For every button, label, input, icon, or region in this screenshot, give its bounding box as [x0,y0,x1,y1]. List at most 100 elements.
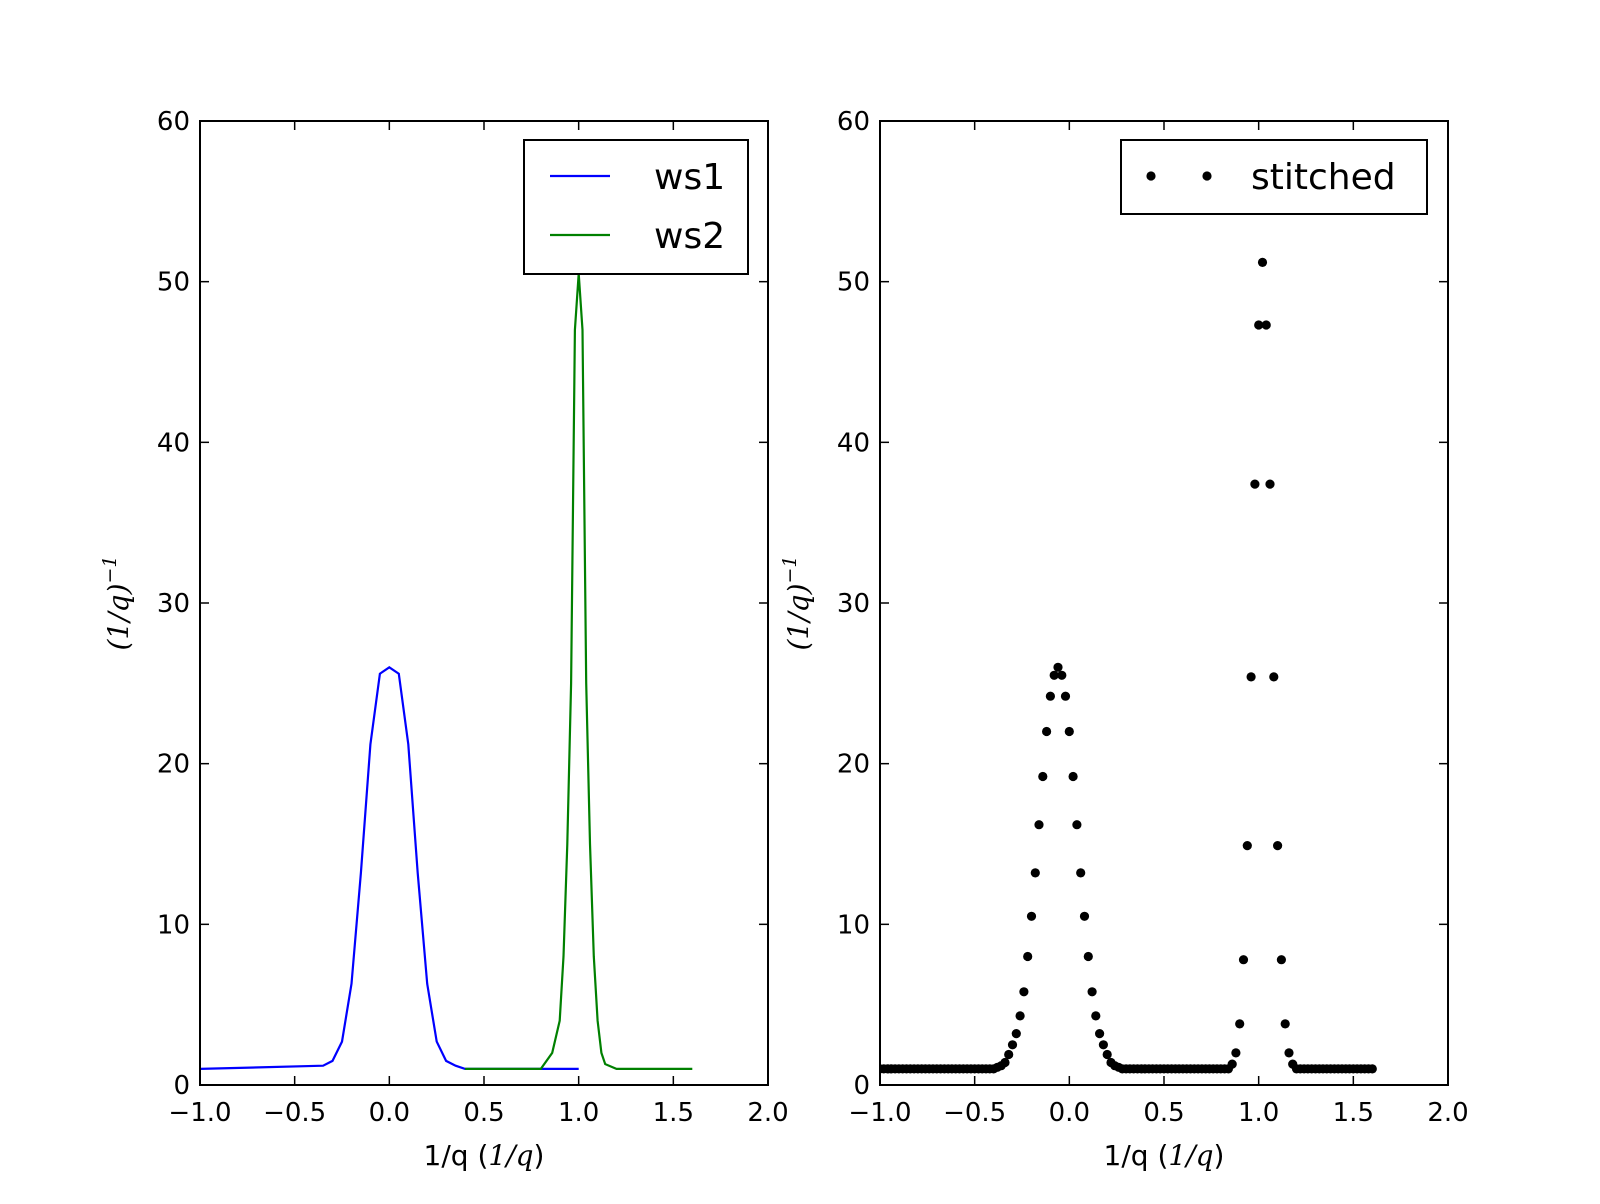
x-tick-label: −1.0 [168,1098,231,1128]
data-point [1098,1040,1108,1050]
data-point [1015,1011,1025,1021]
data-point [1083,951,1093,962]
plot-panel-1: −1.0 −0.5 0.0 0.5 1.0 1.5 2.0 0 10 20 30 40 50 60 1/q … [99,107,789,1172]
data-point [1231,1048,1241,1058]
y-axis-label-exponent: −1 [99,555,121,583]
y-tick-label: 40 [837,428,870,458]
data-point [1045,691,1055,701]
y-tick-label: 50 [837,268,870,298]
data-point [1102,1049,1112,1060]
data-point [1269,672,1279,682]
x-tick-label: 0.0 [1049,1098,1090,1128]
y-axis-label-base: (1/q) [782,583,815,650]
data-point [1064,726,1074,737]
data-point [1072,820,1082,830]
data-point [1079,911,1090,921]
x-tick-label: 0.5 [463,1098,504,1128]
data-point [1034,820,1044,830]
data-point [1227,1059,1237,1069]
legend-box [1120,139,1428,215]
legend-marker [1202,171,1212,181]
data-point [1280,1019,1290,1029]
x-tick-label: −1.0 [848,1098,911,1128]
data-point [1023,951,1033,962]
data-point [1004,1049,1014,1060]
data-point [1076,868,1086,878]
legend-label-ws2: ws2 [654,216,725,257]
y-axis-label-exponent: −1 [779,555,801,583]
y-tick-label: 10 [157,910,190,940]
data-point [1011,1029,1021,1039]
y-tick-label: 10 [837,910,870,940]
legend-label-ws1: ws1 [654,157,725,198]
data-point [1095,1029,1105,1039]
y-tick-label: 60 [157,107,190,137]
axes-frame [879,120,1449,1086]
data-area [880,257,1377,1074]
data-point [1060,691,1071,701]
series-line-ws2 [465,273,693,1071]
y-tick-label: 40 [157,428,190,458]
data-point [1091,1011,1101,1021]
data-point [1038,771,1048,782]
y-tick-label: 30 [837,589,870,619]
data-point [1042,726,1052,737]
data-point [1254,320,1264,330]
data-point [1250,479,1260,489]
data-point [1273,841,1283,851]
data-point [1087,987,1097,997]
y-axis-label: (1/q)−1 [779,555,815,650]
data-point [1276,955,1286,965]
legend-box [523,139,749,275]
data-point [1019,987,1029,997]
x-axis-label-unit: 1/q [1168,1139,1213,1172]
x-axis-label-text: 1/q ( [1104,1139,1169,1172]
y-axis-label-base: (1/q) [102,583,135,650]
legend: stitched [1120,139,1428,215]
y-tick-label: 60 [837,107,870,137]
data-point [1026,911,1037,921]
data-point [1246,672,1256,682]
data-point [1242,841,1252,851]
data-point [1049,670,1059,680]
x-axis-label-text: 1/q ( [424,1139,489,1172]
data-point [1265,479,1275,489]
x-tick-label: 1.0 [558,1098,599,1128]
data-point [1238,955,1249,965]
x-axis-label: 1/q (1/q) [1104,1139,1225,1172]
x-axis-label-unit: 1/q [488,1139,533,1172]
y-tick-label: 50 [157,268,190,298]
legend-marker [1146,171,1156,181]
y-tick-label: 0 [173,1071,190,1101]
x-tick-label: −0.5 [943,1098,1006,1128]
series-line-ws1 [200,665,579,1071]
y-tick-label: 30 [157,589,190,619]
data-point [1257,257,1268,267]
x-tick-label: 1.0 [1238,1098,1279,1128]
y-tick-label: 0 [853,1071,870,1101]
data-point [1053,662,1063,672]
y-tick-label: 20 [157,750,190,780]
x-tick-label: 1.5 [1333,1098,1374,1128]
x-tick-label: −0.5 [263,1098,326,1128]
data-point [1284,1048,1294,1058]
data-point [1261,320,1271,330]
legend-label-stitched: stitched [1251,157,1396,198]
data-point [1057,670,1067,680]
x-tick-label: 0.0 [369,1098,410,1128]
data-point [1367,1064,1377,1074]
x-tick-label: 0.5 [1143,1098,1184,1128]
data-point [1000,1057,1010,1068]
x-axis-label: 1/q (1/q) [424,1139,545,1172]
x-tick-label: 2.0 [747,1098,788,1128]
data-point [1235,1019,1245,1029]
data-point [1068,771,1078,782]
y-axis-label: (1/q)−1 [99,555,135,650]
data-point [1007,1040,1018,1050]
y-tick-label: 20 [837,750,870,780]
data-area [200,273,693,1071]
x-tick-label: 1.5 [653,1098,694,1128]
